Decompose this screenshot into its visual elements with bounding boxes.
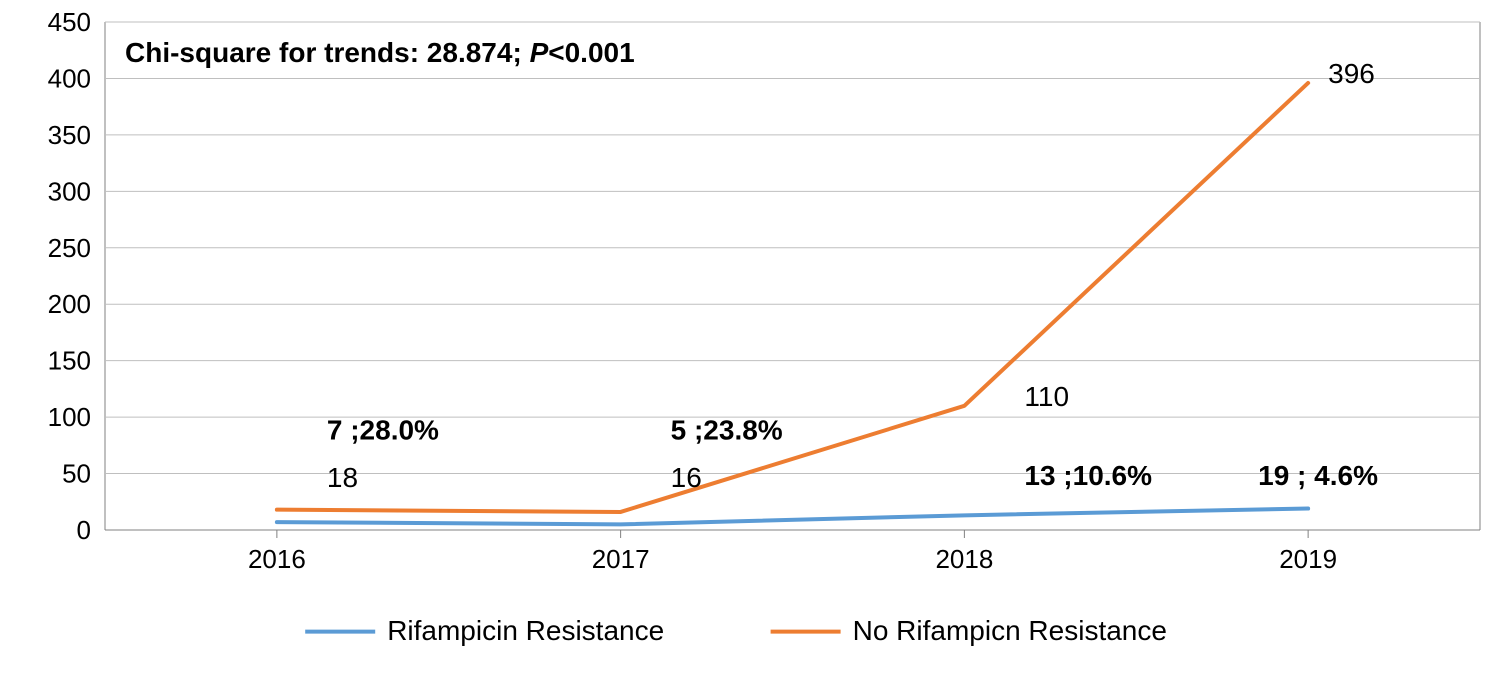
y-tick-label: 200: [48, 289, 91, 319]
x-tick-label: 2016: [248, 544, 306, 574]
legend-label: No Rifampicn Resistance: [853, 615, 1167, 646]
y-tick-label: 50: [62, 459, 91, 489]
data-annotation: 13 ;10.6%: [1024, 460, 1152, 491]
y-tick-label: 400: [48, 63, 91, 93]
y-tick-label: 450: [48, 7, 91, 37]
data-annotation: 396: [1328, 58, 1375, 89]
data-annotation: 19 ; 4.6%: [1258, 460, 1378, 491]
data-annotation: 7 ;28.0%: [327, 415, 439, 446]
data-annotation: 18: [327, 462, 358, 493]
x-tick-label: 2018: [935, 544, 993, 574]
y-tick-label: 150: [48, 346, 91, 376]
data-annotation: 16: [671, 462, 702, 493]
data-annotation: 5 ;23.8%: [671, 415, 783, 446]
y-tick-label: 300: [48, 176, 91, 206]
line-chart: 0 50 100 150 200 250 300 350 400 450 2016 2017 2018 2…: [0, 0, 1512, 688]
y-tick-label: 100: [48, 402, 91, 432]
data-annotation: 110: [1024, 381, 1069, 412]
series-line-1: [277, 83, 1308, 512]
legend-label: Rifampicin Resistance: [387, 615, 664, 646]
x-tick-label: 2017: [592, 544, 650, 574]
y-tick-label: 350: [48, 120, 91, 150]
chi-square-note: Chi-square for trends: 28.874; P<0.001: [125, 37, 635, 68]
chart-container: 0 50 100 150 200 250 300 350 400 450 2016 2017 2018 2…: [0, 0, 1512, 688]
x-tick-label: 2019: [1279, 544, 1337, 574]
y-tick-label: 0: [77, 515, 91, 545]
y-tick-label: 250: [48, 233, 91, 263]
